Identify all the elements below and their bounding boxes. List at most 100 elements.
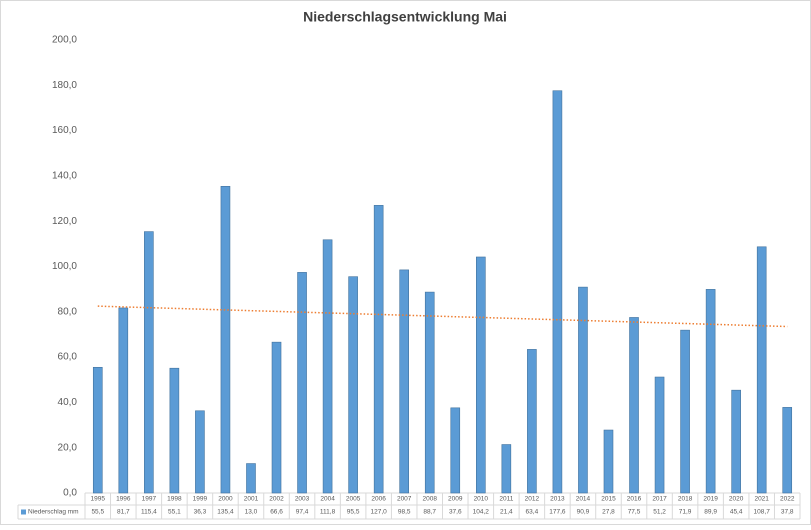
x-tick-label: 1995 [91, 496, 106, 503]
x-tick-label: 1996 [116, 496, 131, 503]
value-label: 98,5 [398, 509, 411, 516]
x-tick-label: 2016 [627, 496, 642, 503]
bar [578, 286, 588, 494]
value-label: 27,8 [602, 509, 615, 516]
y-tick-label: 60,0 [58, 352, 78, 363]
x-tick-label: 2014 [576, 496, 591, 503]
value-label: 37,6 [449, 509, 462, 516]
value-label: 127,0 [371, 509, 388, 516]
bar [552, 90, 563, 494]
bar [373, 205, 384, 494]
y-tick-label: 0,0 [63, 488, 77, 499]
value-label: 21,4 [500, 509, 513, 516]
value-label: 37,8 [781, 509, 794, 516]
x-tick-label: 2010 [474, 496, 489, 503]
y-tick-label: 200,0 [52, 35, 77, 46]
y-tick-label: 40,0 [58, 397, 78, 408]
bar [527, 349, 537, 494]
x-tick-label: 2017 [652, 496, 667, 503]
value-label: 88,7 [423, 509, 436, 516]
bar [297, 272, 307, 494]
value-label: 135,4 [217, 509, 234, 516]
value-label: 66,6 [270, 509, 283, 516]
bar [322, 239, 333, 494]
y-tick-label: 20,0 [58, 442, 78, 453]
value-label: 89,9 [704, 509, 717, 516]
x-tick-label: 2003 [295, 496, 310, 503]
value-label: 45,4 [730, 509, 743, 516]
y-tick-label: 180,0 [52, 80, 77, 91]
x-tick-label: 1998 [167, 496, 182, 503]
value-label: 51,2 [653, 509, 666, 516]
x-tick-label: 2019 [703, 496, 718, 503]
x-tick-label: 2018 [678, 496, 693, 503]
x-tick-label: 2013 [550, 496, 565, 503]
x-tick-label: 2021 [754, 496, 769, 503]
x-tick-label: 2020 [729, 496, 744, 503]
trendline [97, 305, 788, 328]
value-label: 95,5 [347, 509, 360, 516]
y-tick-label: 120,0 [52, 216, 77, 227]
x-tick-label: 2009 [448, 496, 463, 503]
value-label: 104,2 [473, 509, 490, 516]
bar [501, 444, 512, 494]
bar [92, 366, 103, 494]
x-tick-label: 2007 [397, 496, 412, 503]
value-label: 63,4 [526, 509, 539, 516]
value-label: 108,7 [754, 509, 771, 516]
x-tick-label: 1997 [142, 496, 157, 503]
y-tick-label: 160,0 [52, 125, 77, 136]
x-tick-label: 2000 [218, 496, 233, 503]
bar [144, 231, 154, 494]
x-tick-label: 2008 [422, 496, 437, 503]
bar [629, 317, 639, 494]
value-label: 13,0 [245, 509, 258, 516]
legend-key [21, 509, 26, 515]
x-tick-label: 2011 [499, 496, 513, 503]
y-tick-label: 140,0 [52, 171, 77, 182]
bar [603, 429, 614, 494]
bar [731, 389, 741, 494]
bar [348, 276, 358, 494]
value-label: 77,5 [628, 509, 641, 516]
bar [220, 186, 231, 494]
bar [118, 307, 129, 494]
chart-title: Niederschlagsentwicklung Mai [303, 9, 507, 25]
x-tick-label: 2022 [780, 496, 795, 503]
y-tick-label: 80,0 [58, 306, 78, 317]
bar [246, 463, 256, 494]
bar [476, 256, 486, 494]
x-tick-label: 2001 [244, 496, 259, 503]
value-label: 81,7 [117, 509, 130, 516]
y-tick-label: 100,0 [52, 261, 77, 272]
value-label: 90,9 [577, 509, 590, 516]
x-tick-label: 2012 [525, 496, 540, 503]
bar [654, 376, 665, 494]
bar [169, 367, 180, 494]
bar [271, 341, 282, 494]
bar [782, 407, 793, 494]
x-tick-label: 2015 [601, 496, 616, 503]
bar [756, 246, 767, 494]
value-label: 111,8 [320, 509, 336, 516]
bar [450, 407, 461, 494]
bar [705, 289, 716, 494]
x-tick-label: 2004 [320, 496, 335, 503]
value-label: 177,6 [549, 509, 566, 516]
x-tick-label: 1999 [193, 496, 208, 503]
x-tick-label: 2002 [269, 496, 284, 503]
x-tick-label: 2005 [346, 496, 361, 503]
bar [399, 269, 409, 494]
bar [195, 410, 205, 494]
value-label: 97,4 [296, 509, 309, 516]
legend-label: Niederschlag mm [28, 509, 79, 516]
value-label: 55,5 [91, 509, 104, 516]
bar [680, 329, 690, 494]
value-label: 115,4 [141, 509, 157, 516]
value-label: 71,9 [679, 509, 692, 516]
x-tick-label: 2006 [371, 496, 386, 503]
value-label: 36,3 [194, 509, 207, 516]
bar [424, 291, 435, 494]
value-label: 55,1 [168, 509, 181, 516]
